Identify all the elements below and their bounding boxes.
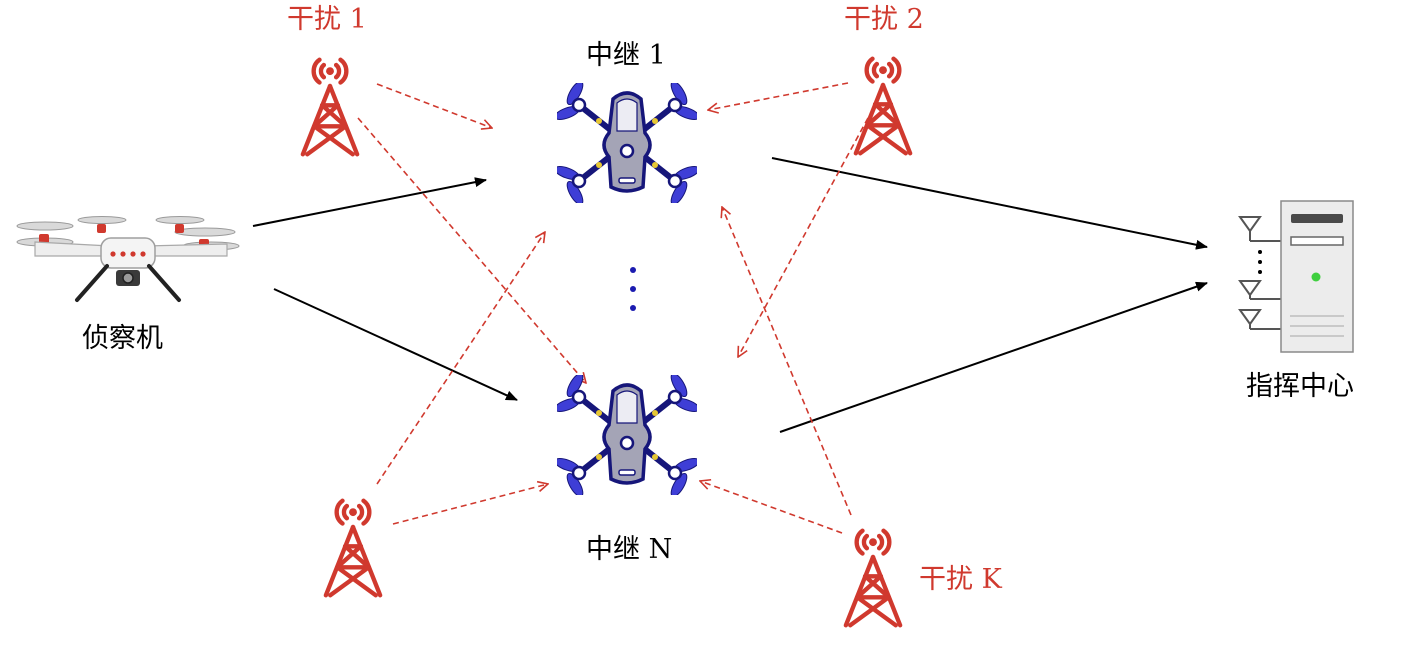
relay-n-drone-icon [553, 371, 701, 499]
scout-label: 侦察机 [82, 323, 163, 354]
command-center-label: 指挥中心 [1246, 371, 1354, 402]
scout-drone-icon [16, 216, 240, 302]
relay-1-drone-icon [553, 79, 701, 207]
signal-links [252, 157, 1208, 433]
jammer-2-label: 干扰 2 [844, 4, 924, 35]
jam-k-to-relay-n [700, 481, 843, 534]
jamming-links [357, 82, 869, 534]
jam-3-to-relay-n [392, 484, 548, 525]
relay-1-label: 中继 1 [586, 40, 666, 71]
jam-3-to-relay-1 [376, 232, 545, 485]
jammer-3-tower-icon [326, 501, 380, 596]
link-relay-n-to-command-center [779, 281, 1208, 433]
relay-ellipsis [630, 267, 636, 311]
jammer-1-label: 干扰 1 [287, 4, 367, 35]
link-scout-to-relay-n [273, 288, 518, 401]
link-relay-1-to-command-center [771, 157, 1208, 250]
relay-n-label: 中继 N [586, 534, 673, 565]
jammer-k-tower-icon [846, 531, 900, 626]
jammer-2-tower-icon [856, 59, 910, 154]
command-center-server-icon [1238, 200, 1354, 353]
jam-2-to-relay-1 [708, 82, 849, 110]
jam-1-to-relay-1 [376, 83, 492, 128]
jammer-1-tower-icon [303, 60, 357, 155]
link-scout-to-relay-1 [252, 177, 487, 227]
jam-1-to-relay-n [357, 117, 586, 383]
jammer-k-label: 干扰 K [919, 564, 1002, 595]
jam-k-to-relay-1 [722, 207, 852, 516]
jam-2-to-relay-n [738, 117, 869, 357]
